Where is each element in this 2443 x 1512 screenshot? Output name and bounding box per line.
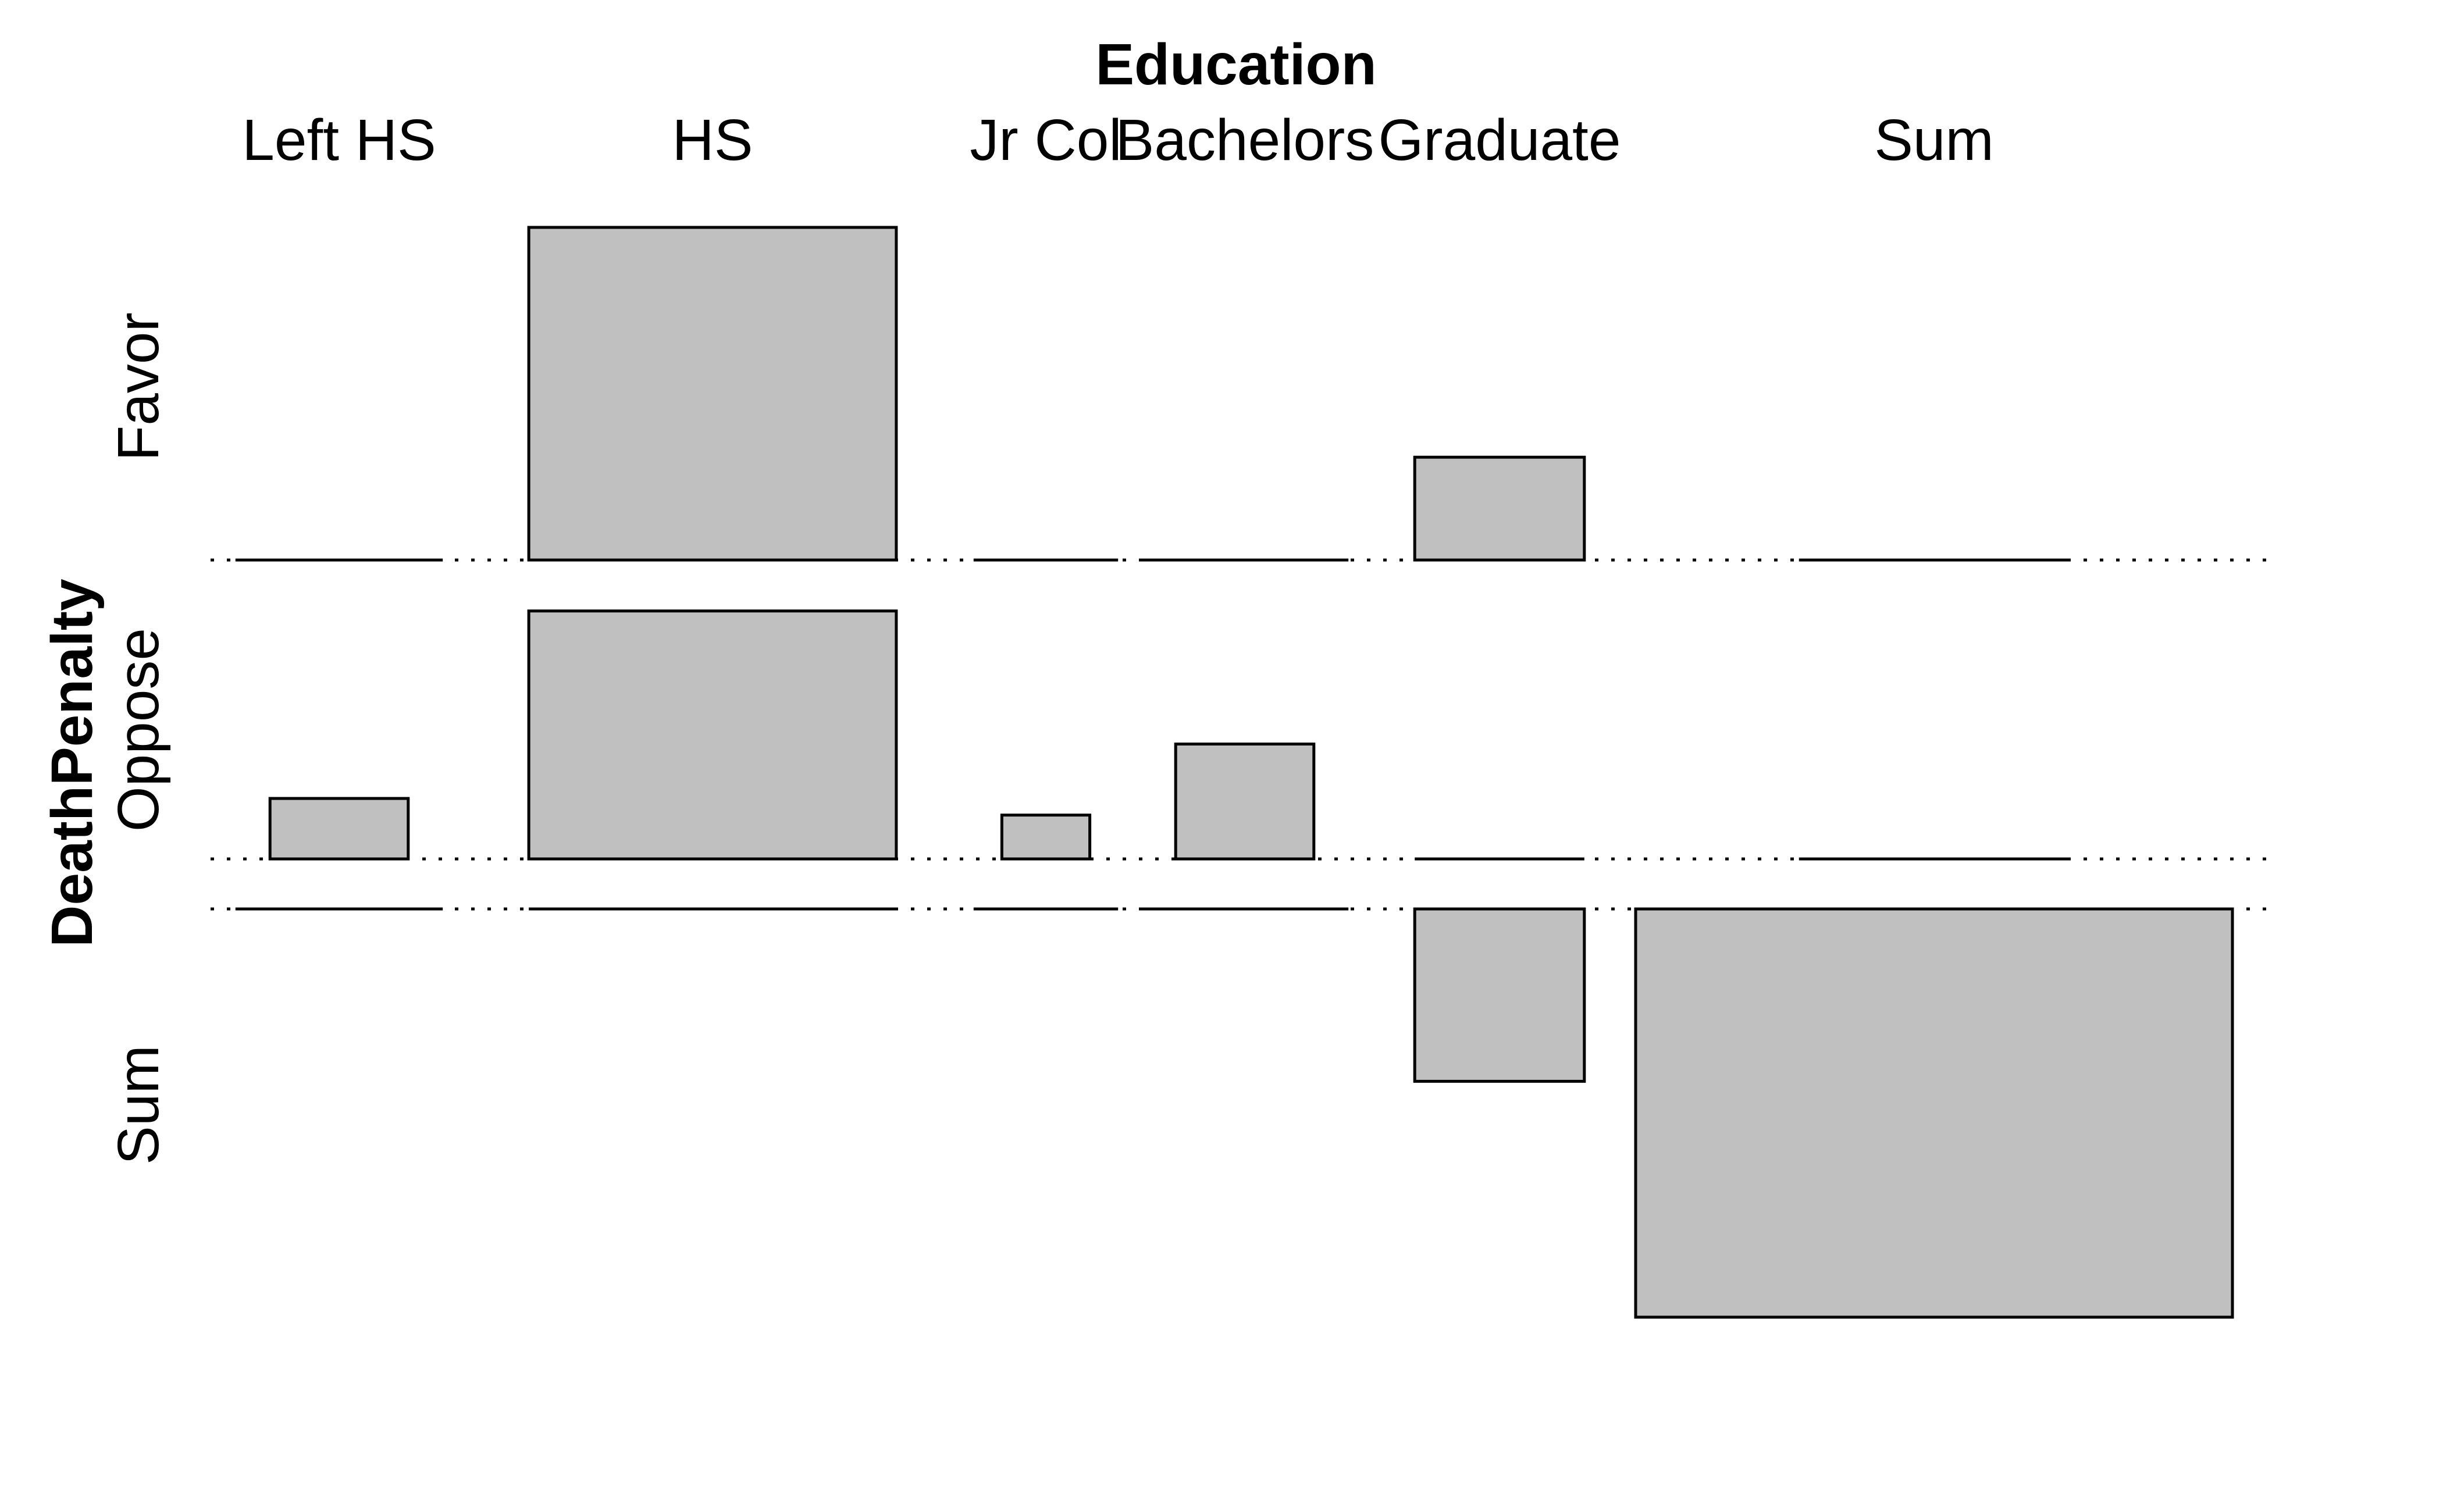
bar-oppose-hs [527,609,898,861]
bar-sum-sum [1634,907,2234,1319]
row-label-favor: Favor [106,312,171,461]
axis-labels: Education DeathPenalty Left HS HS Jr ColBa… [40,32,1994,1165]
column-label-graduate: Graduate [1379,108,1621,173]
bar-favor-hs [527,226,898,562]
bar-sum-graduate [1413,907,1586,1083]
bar-oppose-bachelors [1174,742,1316,861]
bar-oppose-jr-col [1000,814,1092,861]
y-axis-title: DeathPenalty [40,579,105,947]
bar-oppose-left-hs [268,797,410,861]
column-label-left-hs: Left HS [242,108,436,173]
column-label-jr-col: Jr Col [970,108,1121,173]
chart-title: Education [1095,32,1376,97]
column-label-hs: HS [672,108,753,173]
bar-favor-graduate [1413,455,1586,562]
column-label-sum: Sum [1874,108,1994,173]
row-label-oppose: Oppose [106,628,171,832]
row-label-sum: Sum [106,1045,171,1165]
association-bars [235,226,2234,1319]
column-label-bachelors: Bachelors [1116,108,1374,173]
